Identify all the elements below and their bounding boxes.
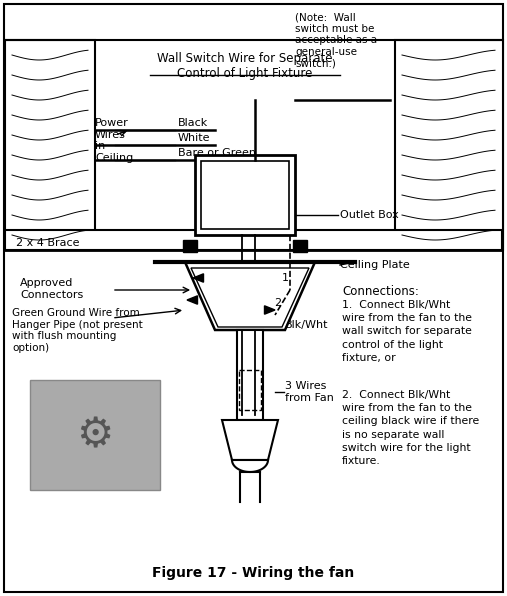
Text: Bare or Green: Bare or Green [178, 148, 256, 158]
Bar [30, 380, 160, 490]
Text: ⚙: ⚙ [77, 414, 114, 456]
Text: 1: 1 [281, 273, 288, 283]
Bar [5, 40, 95, 250]
Text: White: White [178, 133, 210, 143]
Text: Approved
Connectors: Approved Connectors [20, 278, 83, 300]
Text: White: White [236, 362, 245, 388]
Text: 2 x 4 Brace: 2 x 4 Brace [16, 238, 80, 248]
Text: Connections:: Connections: [342, 285, 419, 298]
Polygon shape [222, 420, 278, 460]
Polygon shape [265, 306, 275, 314]
Text: (Note:  Wall
switch must be
acceptable as a
general-use
switch.): (Note: Wall switch must be acceptable as… [295, 12, 377, 69]
Text: Black: Black [178, 118, 208, 128]
Polygon shape [193, 274, 203, 282]
Bar [5, 230, 502, 250]
Bar [201, 161, 289, 229]
Bar [237, 330, 263, 420]
Polygon shape [191, 268, 309, 327]
Bar [183, 240, 197, 252]
Polygon shape [187, 296, 198, 304]
Text: 3 Wires
from Fan: 3 Wires from Fan [285, 381, 334, 403]
Polygon shape [185, 262, 315, 330]
Text: Blk/Wht: Blk/Wht [285, 320, 329, 330]
Text: Figure 17 - Wiring the fan: Figure 17 - Wiring the fan [152, 566, 354, 580]
Bar [239, 370, 261, 410]
Text: 1.  Connect Blk/Wht
wire from the fan to the
wall switch for separate
control of: 1. Connect Blk/Wht wire from the fan to … [342, 300, 472, 363]
Bar [195, 155, 295, 235]
Text: Outlet Box: Outlet Box [340, 210, 399, 220]
Text: Green Ground Wire from
Hanger Pipe (not present
with flush mounting
option): Green Ground Wire from Hanger Pipe (not … [12, 308, 143, 353]
Bar [293, 240, 307, 252]
Text: 2: 2 [274, 298, 281, 308]
Text: Power
Wires
in
Ceiling: Power Wires in Ceiling [95, 118, 133, 163]
Text: Ceiling Plate: Ceiling Plate [340, 260, 410, 270]
Text: Wall Switch Wire for Separate
Control of Light Fixture: Wall Switch Wire for Separate Control of… [157, 52, 333, 80]
Text: 2.  Connect Blk/Wht
wire from the fan to the
ceiling black wire if there
is no s: 2. Connect Blk/Wht wire from the fan to … [342, 390, 479, 466]
Text: Black: Black [251, 363, 261, 387]
Bar [395, 40, 503, 250]
